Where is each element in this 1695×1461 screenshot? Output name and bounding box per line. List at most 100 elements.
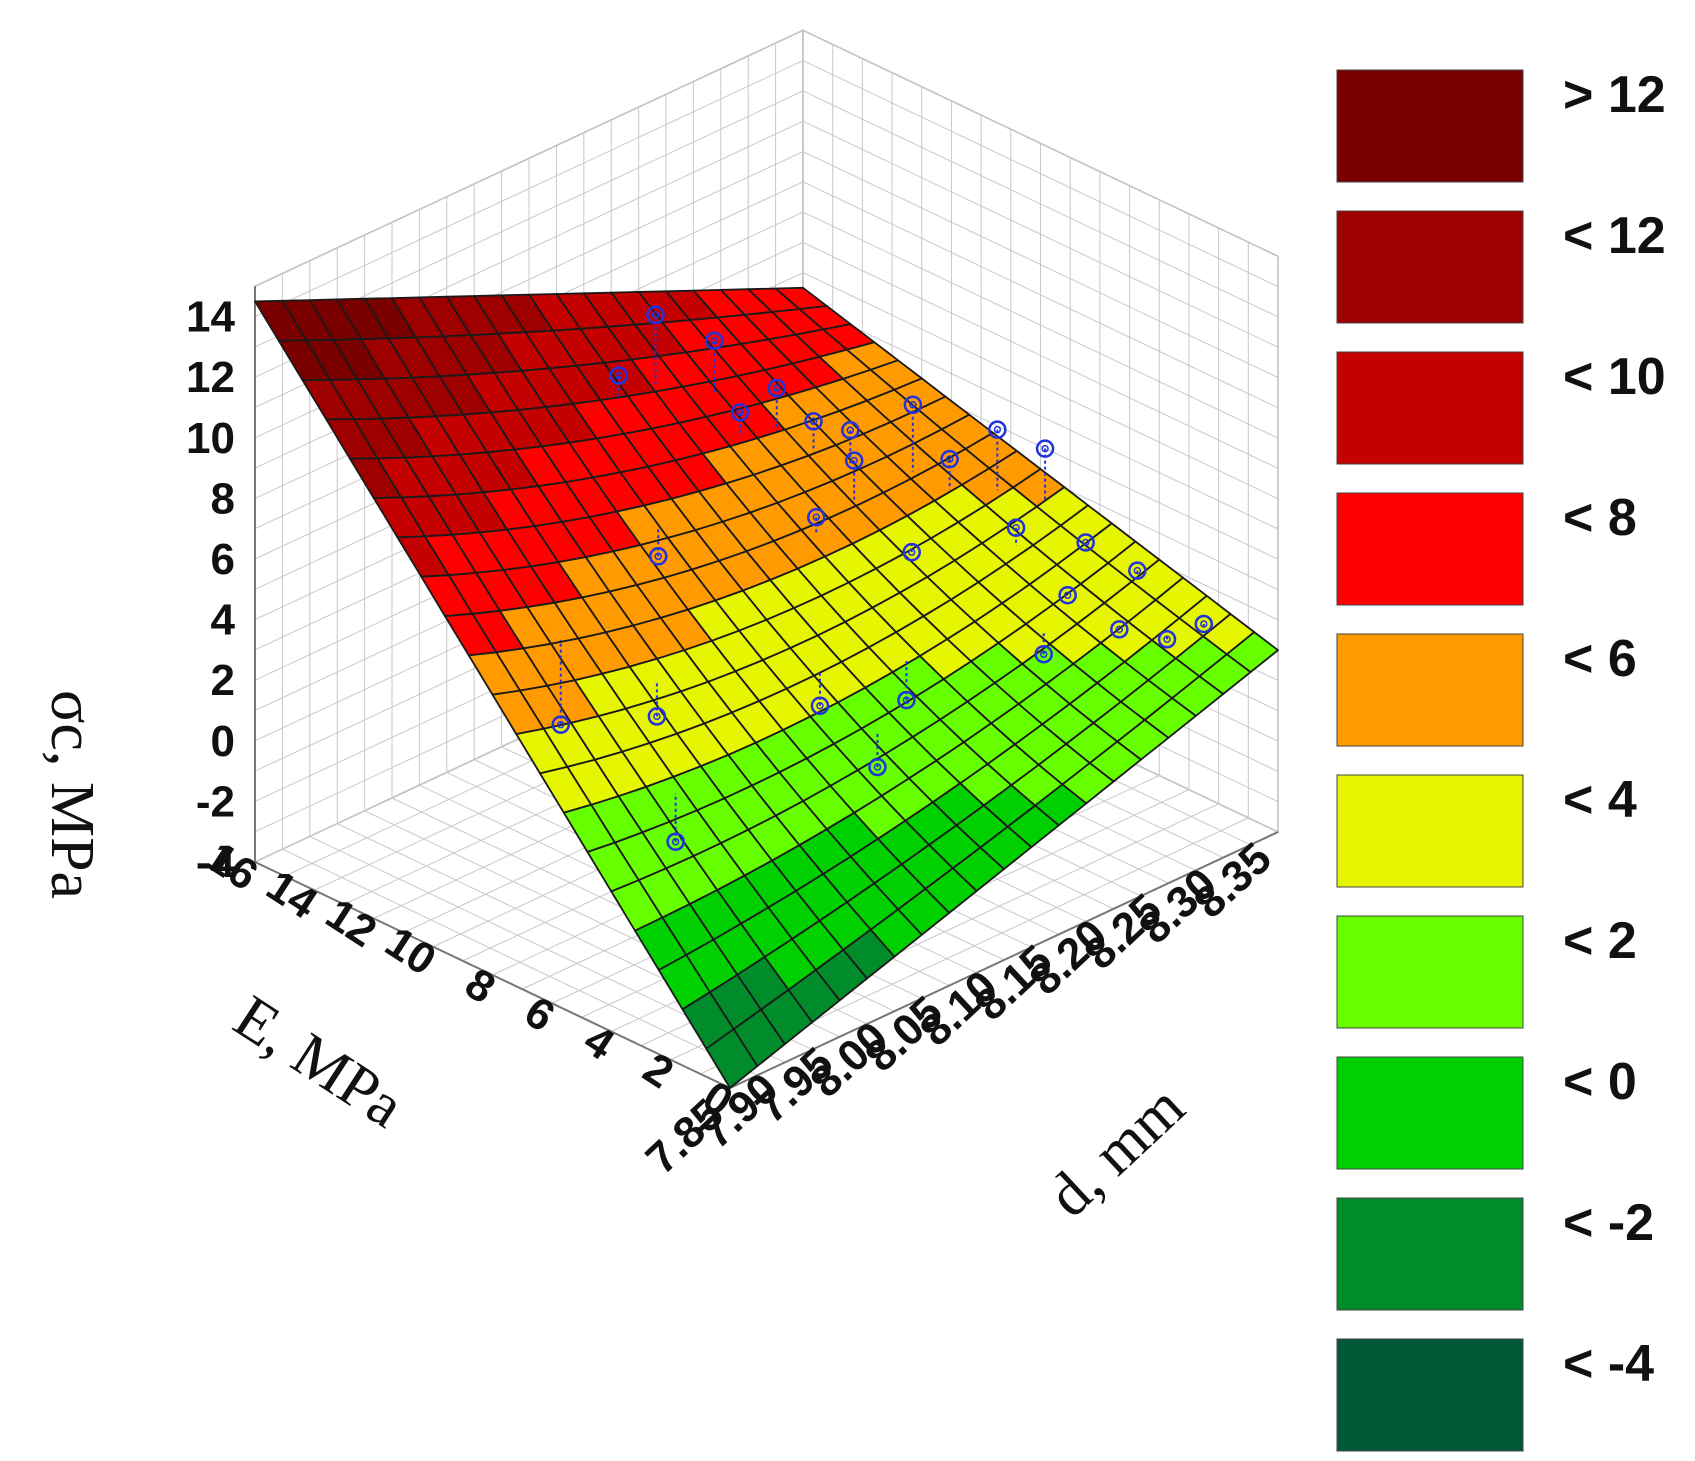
legend-swatch bbox=[1336, 1056, 1524, 1170]
data-point bbox=[1035, 439, 1055, 458]
legend-swatch bbox=[1336, 1338, 1524, 1452]
z-tick-label: 12 bbox=[186, 353, 235, 402]
e-tick-label: 2 bbox=[635, 1044, 682, 1098]
legend-swatch bbox=[1336, 210, 1524, 324]
data-point bbox=[902, 542, 921, 562]
data-point bbox=[1128, 561, 1147, 580]
floor-gridline bbox=[282, 848, 758, 1076]
e-axis-line bbox=[254, 861, 731, 1089]
legend-label: < 0 bbox=[1563, 1053, 1637, 1111]
legend-label: < 2 bbox=[1563, 912, 1637, 970]
data-point-inner bbox=[1041, 444, 1049, 453]
data-point bbox=[704, 331, 724, 351]
data-point bbox=[868, 757, 887, 777]
e-tick-label: 6 bbox=[516, 987, 563, 1041]
z-tick-label: -2 bbox=[196, 777, 235, 826]
legend-swatch bbox=[1336, 351, 1524, 465]
data-point-inner bbox=[873, 763, 882, 771]
z-tick-label: 14 bbox=[186, 293, 235, 342]
surface-cell bbox=[705, 1028, 759, 1089]
data-points bbox=[551, 305, 1214, 851]
data-point-inner bbox=[816, 702, 824, 710]
data-point bbox=[810, 696, 830, 716]
z-tick-label: 10 bbox=[186, 414, 235, 463]
data-point bbox=[730, 403, 750, 422]
data-point-inner bbox=[1012, 523, 1020, 532]
legend-swatch bbox=[1336, 492, 1524, 606]
data-point-inner bbox=[909, 401, 917, 409]
data-point-inner bbox=[993, 425, 1002, 434]
surface-mesh bbox=[254, 286, 1279, 1089]
d-axis-line bbox=[729, 831, 1279, 1089]
data-point bbox=[666, 832, 685, 851]
data-point bbox=[646, 305, 665, 325]
data-point-inner bbox=[651, 311, 660, 319]
data-point-inner bbox=[736, 408, 744, 417]
e-tick-label: 8 bbox=[457, 959, 504, 1013]
data-point-inner bbox=[846, 426, 855, 435]
data-point bbox=[1076, 533, 1095, 552]
data-point-inner bbox=[557, 720, 565, 729]
data-point bbox=[844, 451, 864, 470]
e-axis-title: E, MPa bbox=[222, 983, 415, 1141]
z-tick-label: -4 bbox=[196, 838, 236, 887]
data-point bbox=[807, 508, 826, 527]
data-point bbox=[1110, 620, 1129, 639]
data-point bbox=[649, 547, 668, 566]
legend: > 12 < 12 < 10 < 8 < 6 < 4 < 2 < 0 < -2 < -4 bbox=[1336, 66, 1666, 1452]
z-axis-title: σc, MPa bbox=[38, 690, 106, 899]
legend-label: < 4 bbox=[1563, 771, 1637, 829]
data-point bbox=[1034, 644, 1053, 664]
d-axis-title: d, mm bbox=[1035, 1072, 1197, 1230]
legend-label: < 8 bbox=[1563, 489, 1637, 547]
data-point-inner bbox=[945, 455, 954, 463]
data-point-inner bbox=[902, 696, 911, 704]
data-point-inner bbox=[1115, 625, 1124, 634]
legend-label: < 10 bbox=[1563, 348, 1666, 406]
legend-swatch bbox=[1336, 1197, 1524, 1311]
data-point-inner bbox=[653, 712, 661, 721]
legend-label: < 6 bbox=[1563, 630, 1637, 688]
data-point-inner bbox=[850, 456, 858, 465]
data-point-inner bbox=[671, 837, 680, 846]
data-point-inner bbox=[710, 337, 718, 345]
data-point-inner bbox=[907, 548, 916, 556]
data-point-inner bbox=[812, 513, 821, 522]
data-point bbox=[897, 690, 916, 710]
data-point bbox=[940, 449, 959, 469]
data-point bbox=[841, 421, 860, 440]
data-point bbox=[1194, 614, 1214, 634]
z-tick-label: 6 bbox=[211, 535, 235, 584]
legend-swatch bbox=[1336, 774, 1524, 888]
data-point-inner bbox=[654, 552, 663, 561]
z-tick-label: 8 bbox=[211, 474, 235, 523]
z-tick-label: 4 bbox=[211, 596, 236, 645]
z-tick-label: 2 bbox=[211, 656, 235, 705]
legend-swatch bbox=[1336, 69, 1524, 183]
data-point bbox=[767, 378, 787, 398]
legend-swatch bbox=[1336, 915, 1524, 1029]
legend-label: > 12 bbox=[1563, 66, 1666, 124]
data-point-inner bbox=[1163, 635, 1171, 644]
data-point bbox=[1157, 630, 1177, 649]
legend-swatch bbox=[1336, 633, 1524, 747]
data-point-inner bbox=[1133, 566, 1142, 575]
z-tick-label: 0 bbox=[211, 717, 235, 766]
e-tick-label: 4 bbox=[575, 1015, 623, 1070]
data-point-inner bbox=[1063, 591, 1072, 599]
data-point-inner bbox=[773, 384, 781, 392]
data-point bbox=[988, 420, 1007, 439]
data-point-inner bbox=[615, 371, 623, 380]
legend-label: < -2 bbox=[1563, 1194, 1654, 1252]
data-point bbox=[551, 715, 571, 734]
data-point bbox=[804, 412, 823, 431]
data-point-inner bbox=[1200, 620, 1208, 628]
data-point bbox=[609, 366, 629, 385]
data-point-inner bbox=[1081, 538, 1090, 547]
data-point bbox=[647, 707, 667, 726]
data-point-inner bbox=[1039, 650, 1048, 658]
data-point bbox=[1006, 518, 1026, 537]
data-point-inner bbox=[809, 417, 818, 426]
data-point bbox=[1058, 585, 1077, 605]
